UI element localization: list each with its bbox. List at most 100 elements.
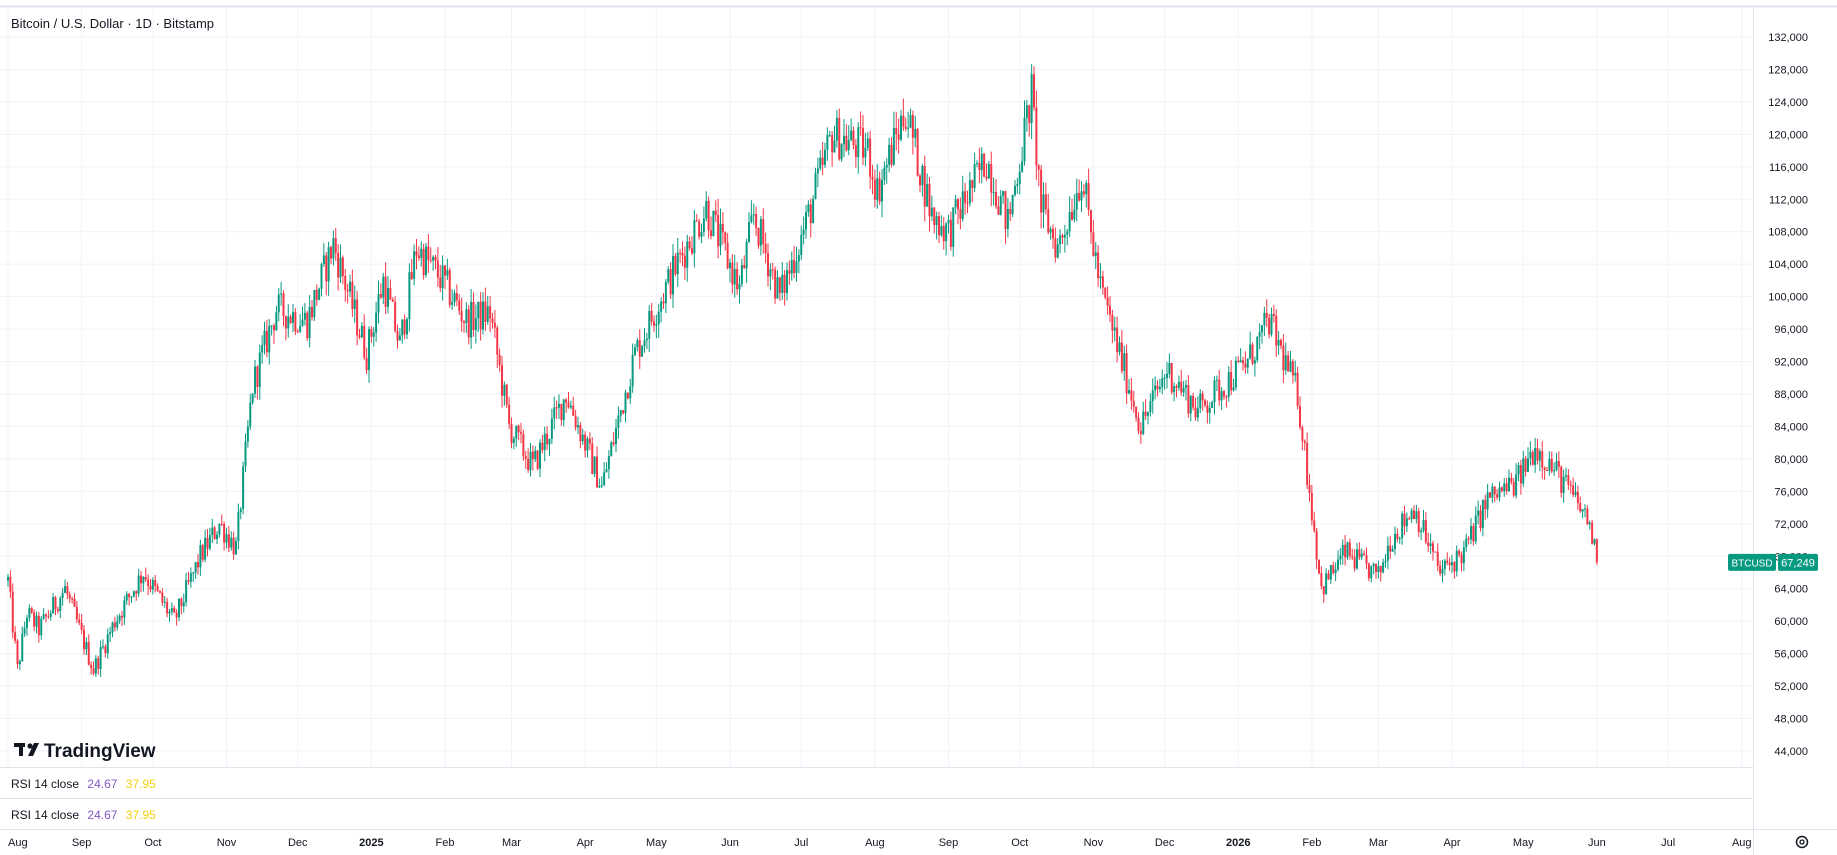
candle bbox=[1223, 389, 1225, 400]
candle-body bbox=[78, 619, 81, 623]
candle-body bbox=[1472, 526, 1475, 542]
candle bbox=[1082, 184, 1085, 198]
candle bbox=[1049, 226, 1052, 240]
candle bbox=[137, 568, 140, 597]
candle-body bbox=[802, 229, 805, 235]
candle-body bbox=[809, 204, 812, 224]
candle bbox=[1151, 378, 1154, 414]
x-tick-label: Mar bbox=[502, 837, 521, 849]
candle bbox=[897, 118, 900, 154]
badge-symbol: BTCUSD bbox=[1731, 558, 1772, 569]
candle bbox=[672, 243, 674, 308]
candle-body bbox=[1320, 573, 1323, 587]
candle bbox=[472, 292, 475, 337]
candle-body bbox=[1524, 458, 1527, 472]
candle-body bbox=[1427, 542, 1430, 547]
candle-body bbox=[1358, 549, 1361, 558]
rsi-pane-2[interactable]: RSI 14 close 24.67 37.95 bbox=[11, 808, 156, 822]
candle bbox=[230, 531, 233, 551]
time-axis[interactable]: Aug Sep Oct Nov Dec 2025 Feb Mar Apr May Jun Jul Aug… bbox=[8, 837, 1752, 849]
candle-body bbox=[942, 226, 945, 242]
candle bbox=[1087, 168, 1090, 216]
candle bbox=[78, 613, 81, 626]
candle-body bbox=[1280, 339, 1282, 346]
candle bbox=[30, 606, 33, 614]
rsi-pane-1[interactable]: RSI 14 close 24.67 37.95 bbox=[11, 777, 156, 791]
candle bbox=[1215, 375, 1218, 392]
candle-body bbox=[1028, 105, 1031, 124]
candle bbox=[536, 449, 539, 471]
candle bbox=[624, 389, 627, 423]
candle-body bbox=[1085, 183, 1088, 195]
candle bbox=[1080, 181, 1083, 212]
candle bbox=[560, 403, 563, 426]
candle bbox=[28, 604, 31, 622]
candle-body bbox=[795, 261, 798, 274]
candle-body bbox=[151, 580, 154, 590]
badge-price-bg bbox=[1778, 553, 1818, 571]
candle bbox=[650, 303, 653, 326]
candle-body bbox=[56, 609, 59, 612]
candle-body bbox=[676, 252, 679, 275]
candle bbox=[1576, 485, 1579, 510]
candle-body bbox=[64, 586, 66, 593]
price-axis[interactable]: 132,000 128,000 124,000 120,000 116,000 112,0… bbox=[1768, 32, 1808, 758]
candle-body bbox=[1249, 344, 1252, 359]
candle bbox=[294, 308, 297, 335]
rsi-ma-value: 37.95 bbox=[126, 808, 156, 822]
candle-body bbox=[1356, 549, 1358, 569]
candle-body bbox=[370, 329, 373, 337]
candle bbox=[1346, 541, 1349, 560]
candle bbox=[1550, 451, 1553, 474]
rsi-pane-label: RSI 14 close 24.67 37.95 bbox=[11, 808, 156, 822]
candle-body bbox=[18, 661, 21, 665]
candle-body bbox=[577, 425, 579, 428]
candle bbox=[831, 130, 834, 167]
candle-body bbox=[1327, 573, 1330, 580]
candle-body bbox=[106, 634, 109, 654]
candle bbox=[1177, 375, 1180, 391]
candle bbox=[1470, 517, 1472, 544]
candle-body bbox=[1137, 417, 1140, 431]
candle bbox=[945, 222, 948, 256]
candle bbox=[83, 624, 85, 655]
tradingview-logo[interactable]: TradingView bbox=[14, 741, 156, 762]
candle bbox=[491, 312, 494, 329]
candle-body bbox=[1451, 562, 1453, 566]
candle bbox=[14, 626, 17, 644]
candles[interactable] bbox=[7, 64, 1598, 677]
candle-body bbox=[691, 248, 693, 254]
candle bbox=[37, 611, 40, 643]
candle bbox=[900, 109, 902, 142]
candle bbox=[726, 233, 729, 270]
candle-body bbox=[1548, 458, 1551, 471]
candle bbox=[1025, 99, 1028, 132]
candle bbox=[527, 448, 530, 473]
candle-body bbox=[1565, 475, 1567, 477]
last-price-badge: BTCUSD 67,249 bbox=[1728, 553, 1818, 571]
candle bbox=[1213, 376, 1216, 415]
candle-body bbox=[337, 252, 340, 278]
candle bbox=[710, 216, 712, 240]
gear-icon[interactable] bbox=[1795, 835, 1809, 849]
candle bbox=[1011, 194, 1014, 218]
candle bbox=[992, 177, 995, 206]
candle-body bbox=[334, 238, 337, 253]
candle-body bbox=[425, 246, 427, 275]
candle-body bbox=[1439, 565, 1442, 574]
candle bbox=[493, 309, 496, 338]
candle-body bbox=[954, 199, 957, 208]
candle bbox=[448, 267, 451, 308]
candle-body bbox=[900, 115, 902, 140]
candle-body bbox=[1011, 194, 1014, 215]
candle-body bbox=[341, 257, 344, 276]
candle bbox=[275, 305, 278, 331]
candle-body bbox=[220, 523, 223, 525]
candle bbox=[1398, 536, 1401, 545]
candle-body bbox=[360, 325, 363, 338]
candle-body bbox=[683, 255, 686, 268]
candle-body bbox=[679, 252, 682, 254]
candle bbox=[170, 602, 173, 616]
candle-body bbox=[1253, 360, 1256, 364]
